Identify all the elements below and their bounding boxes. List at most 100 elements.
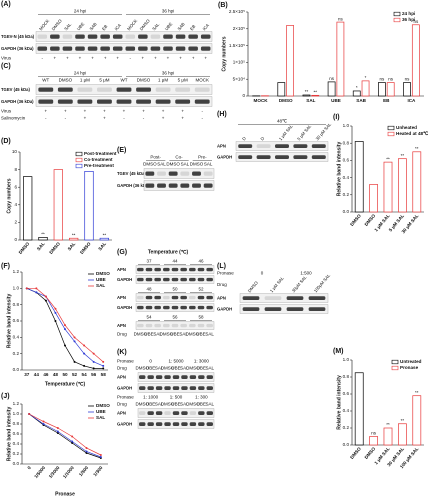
point [73,340,76,343]
blot-strip [239,304,329,314]
row-name: Drug [217,282,227,287]
point [28,413,31,415]
lane-label: + [84,109,87,114]
band [189,305,196,310]
y-axis-label: Copy numbers [221,36,227,71]
band [206,295,213,300]
x-tick-label: UBE [331,98,341,103]
band [197,305,205,310]
legend-label: Pronase [400,365,419,370]
lane-label: UBE [144,332,153,337]
lane-label: SAL [204,162,213,167]
lane-label: DMSO [186,332,200,337]
lane-label: + [142,56,145,61]
lane-label: + [123,109,126,114]
lane-label: UBE [146,402,155,407]
bar [386,82,395,97]
series-line [26,288,104,367]
band [242,296,260,300]
panel-title: Temperature (℃) [148,248,189,255]
significance: * [356,85,358,90]
band [206,375,213,379]
point [56,427,59,429]
point [44,295,47,298]
lane-label: SAL [179,332,188,337]
row-name: Drug [117,402,127,407]
legend-swatch [391,359,399,365]
band [188,46,198,51]
panel-label: (A) [1,1,11,8]
bar [361,80,370,97]
lane-label: UBE [196,332,205,337]
panel-label: (B) [218,2,228,9]
band [188,34,198,39]
lane-label: - [130,56,132,61]
bar [411,24,420,97]
lane-label: + [162,109,165,114]
lane-label: - [45,116,47,121]
panel-label: (L) [217,263,226,270]
lane-label: + [192,56,195,61]
band [308,307,326,311]
x-tick-label: 1/5000 [33,465,46,479]
band [203,183,213,188]
band [189,267,196,272]
band [311,155,326,159]
bar [354,141,364,213]
lane-label: MOCK [195,78,209,83]
band [145,267,153,272]
lane-label: SAL [206,402,215,407]
bar [412,151,422,213]
band [192,171,201,176]
row-name: GAPDH (36 kDa) [1,99,34,104]
bar [69,237,79,241]
point [56,430,59,433]
band [189,375,197,379]
band [172,375,180,379]
y-tick-label: 1.2 [13,269,20,274]
lane-label: + [179,56,182,61]
lane-label: 46 [198,259,204,264]
band [181,422,188,426]
band [200,46,211,51]
band [155,422,163,426]
y-tick-label: 0.2 [343,425,350,430]
band [293,144,308,148]
band [150,34,161,39]
band [197,295,205,300]
lane-label: + [66,56,69,61]
y-tick-label: 2×10⁵ [233,26,245,31]
lane-label: + [204,56,207,61]
legend-label: Post-treatment [84,151,117,156]
lane-label: - [201,116,203,121]
lane-label: UBE [76,21,86,31]
lane-label: + [64,109,67,114]
band [139,375,146,379]
significance: * [365,75,367,80]
panel-label: (C) [1,63,11,70]
band [57,99,73,104]
blot-strip [143,168,215,179]
band [198,375,205,379]
band [137,267,144,272]
band [138,46,148,51]
band [311,144,326,148]
y-tick-label: 0.8 [343,140,350,145]
panel-label: (J) [1,393,10,400]
legend-label: UBE [96,277,106,282]
row-name: Pronase [117,395,134,400]
y-tick-label: 0.8 [343,374,350,379]
legend-swatch [387,131,395,137]
band [194,87,210,92]
point [99,456,102,458]
band [154,323,161,328]
band [116,87,132,92]
lane-label: 5 μM [178,78,188,83]
band [163,295,170,300]
band [256,144,271,148]
x-tick-label: 1/500 [78,465,90,477]
point [92,360,95,363]
lane-label: DMSO [135,366,149,371]
lane-label: 54 [146,315,152,320]
